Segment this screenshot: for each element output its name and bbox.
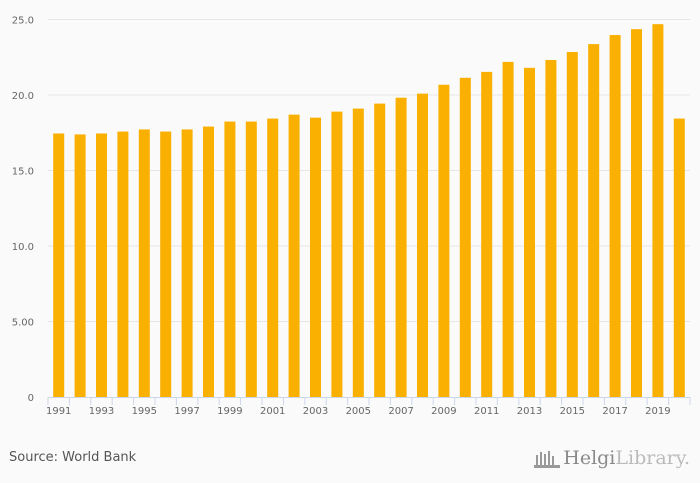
x-tick-label: 1995	[132, 406, 157, 417]
x-tick-label: 2013	[517, 406, 542, 417]
bar-1998	[203, 126, 214, 398]
bar-2000	[245, 121, 257, 398]
bar-2010	[459, 77, 471, 397]
x-tick-label: 2009	[431, 406, 456, 417]
x-tick-label: 2005	[346, 406, 371, 417]
bar-2011	[481, 71, 493, 397]
y-tick-label: 20.0	[12, 91, 34, 102]
bar-2018	[631, 29, 642, 397]
x-tick-label: 1991	[46, 406, 71, 417]
bar-2020	[673, 118, 685, 397]
x-tick-label: 1999	[217, 406, 242, 417]
bar-2014	[545, 59, 557, 398]
bar-1991	[53, 133, 65, 397]
bar-2008	[417, 93, 428, 398]
bar-2009	[438, 84, 450, 398]
x-tick-label: 2007	[388, 406, 413, 417]
bar-1992	[74, 134, 86, 397]
x-tick-label: 2015	[560, 406, 585, 417]
helgi-library-logo: Helgi Library.	[534, 447, 690, 469]
bar-1996	[160, 131, 172, 398]
bar-1995	[138, 129, 150, 398]
bar-2017	[609, 35, 621, 397]
y-tick-label: 5.00	[12, 318, 34, 329]
bar-2007	[395, 97, 407, 397]
bar-1997	[181, 129, 193, 398]
source-label: Source: World Bank	[9, 450, 137, 465]
logo-library: Library.	[615, 447, 690, 469]
bar-1993	[96, 133, 107, 397]
x-tick-label: 2003	[303, 406, 328, 417]
bar-2003	[310, 117, 321, 398]
bar-2006	[374, 103, 386, 398]
bar-2016	[588, 44, 600, 397]
y-tick-label: 10.0	[12, 242, 34, 253]
bar-1994	[117, 131, 129, 398]
x-tick-label: 1993	[89, 406, 114, 417]
logo-helgi: Helgi	[563, 447, 616, 469]
y-tick-label: 0	[28, 393, 34, 404]
x-tick-label: 2001	[260, 406, 285, 417]
y-tick-label: 15.0	[12, 167, 34, 178]
bar-chart: 0 5.00 10.0 15.0 20.0 25.0 1991 1993 1995 1997 199…	[12, 16, 691, 417]
bar-2005	[352, 108, 364, 397]
bar-2019	[652, 24, 664, 397]
bar-2015	[566, 51, 578, 398]
x-tick-label: 2011	[474, 406, 499, 417]
y-tick-label: 25.0	[12, 16, 34, 27]
bar-2012	[502, 61, 514, 397]
bar-1999	[224, 121, 236, 398]
x-tick-label: 2019	[645, 406, 670, 417]
x-tick-label: 1997	[174, 406, 199, 417]
bar-2004	[331, 111, 343, 398]
bar-2002	[288, 114, 300, 397]
bar-2013	[524, 67, 535, 397]
bar-2001	[267, 118, 279, 397]
library-icon	[534, 451, 561, 468]
x-tick-label: 2017	[602, 406, 627, 417]
